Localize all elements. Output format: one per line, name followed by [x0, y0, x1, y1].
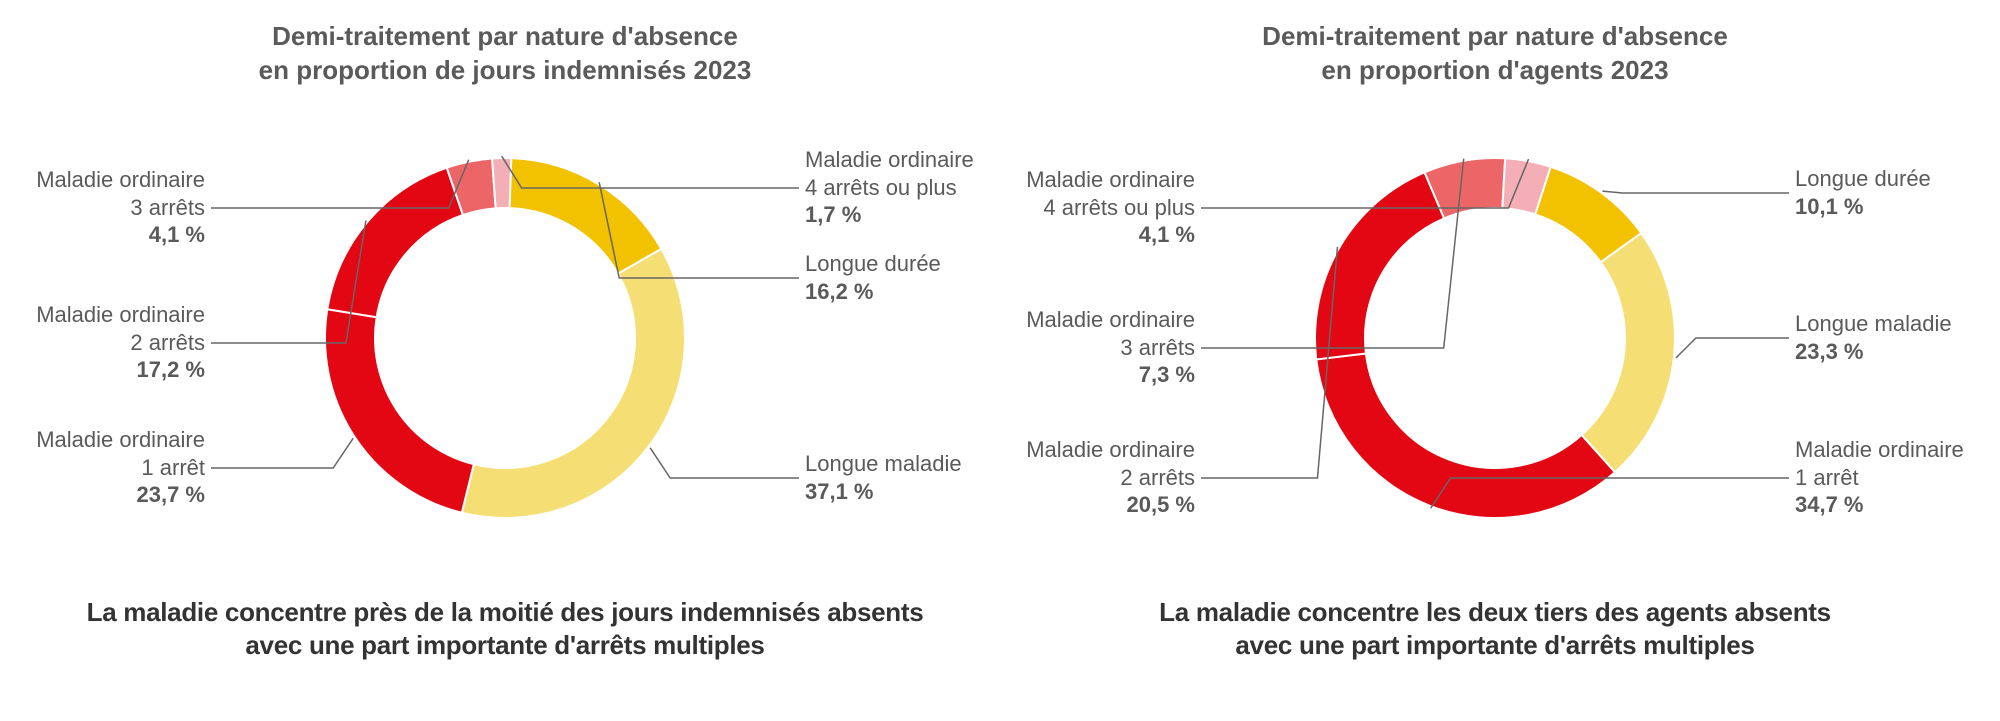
- slice-label-name: Maladie ordinaire: [1026, 306, 1195, 334]
- slice-label-name: 1 arrêt: [1795, 464, 1964, 492]
- slice-label-name: 4 arrêts ou plus: [1026, 194, 1195, 222]
- slice-label-name: Maladie ordinaire: [36, 426, 205, 454]
- slice-label-pct: 23,3 %: [1795, 338, 1952, 366]
- chart-title-left: Demi-traitement par nature d'absence en …: [259, 20, 752, 88]
- slice-label-name: Maladie ordinaire: [36, 301, 205, 329]
- slice-label-pct: 7,3 %: [1026, 361, 1195, 389]
- title-line1: Demi-traitement par nature d'absence: [272, 21, 738, 51]
- slice-label-name: 2 arrêts: [1026, 464, 1195, 492]
- chart-panel-left: Demi-traitement par nature d'absence en …: [25, 20, 985, 663]
- slice-label-name: Maladie ordinaire: [36, 166, 205, 194]
- slice-label-name: Maladie ordinaire: [805, 146, 974, 174]
- slice-label: Longue maladie37,1 %: [805, 450, 962, 505]
- chart-area-right: Longue durée10,1 % Longue maladie23,3 % Ma…: [1015, 98, 1975, 578]
- donut-slice: [492, 158, 511, 208]
- title-line1: Demi-traitement par nature d'absence: [1262, 21, 1728, 51]
- slice-label: Maladie ordinaire1 arrêt34,7 %: [1795, 436, 1964, 519]
- slice-label: Longue durée10,1 %: [1795, 165, 1931, 220]
- chart-title-right: Demi-traitement par nature d'absence en …: [1262, 20, 1728, 88]
- slice-label: Longue durée16,2 %: [805, 250, 941, 305]
- slice-label-name: Maladie ordinaire: [1026, 166, 1195, 194]
- slice-label-pct: 4,1 %: [36, 221, 205, 249]
- slice-label-name: Longue durée: [805, 250, 941, 278]
- caption-line1: La maladie concentre près de la moitié d…: [87, 597, 924, 627]
- slice-label: Maladie ordinaire3 arrêts4,1 %: [36, 166, 205, 249]
- chart-area-left: Longue durée16,2 % Longue maladie37,1 % Ma…: [25, 98, 985, 578]
- title-line2: en proportion d'agents 2023: [1321, 55, 1668, 85]
- slice-label: Maladie ordinaire4 arrêts ou plus1,7 %: [805, 146, 974, 229]
- caption-line2: avec une part importante d'arrêts multip…: [1235, 630, 1754, 660]
- donut-slice: [1582, 233, 1675, 472]
- donut-slice: [325, 309, 474, 513]
- slice-label-name: Maladie ordinaire: [1795, 436, 1964, 464]
- slice-label-pct: 10,1 %: [1795, 193, 1931, 221]
- caption-line2: avec une part importante d'arrêts multip…: [245, 630, 764, 660]
- donut-slice: [1316, 353, 1615, 518]
- slice-label-pct: 17,2 %: [36, 356, 205, 384]
- chart-caption-left: La maladie concentre près de la moitié d…: [87, 596, 924, 664]
- slice-label-name: Longue maladie: [805, 450, 962, 478]
- chart-panel-right: Demi-traitement par nature d'absence en …: [1015, 20, 1975, 663]
- slice-label-name: 1 arrêt: [36, 454, 205, 482]
- slice-label-pct: 16,2 %: [805, 278, 941, 306]
- slice-label: Longue maladie23,3 %: [1795, 310, 1952, 365]
- slice-label-pct: 1,7 %: [805, 201, 974, 229]
- slice-label-name: Longue maladie: [1795, 310, 1952, 338]
- slice-label-name: 3 arrêts: [1026, 334, 1195, 362]
- slice-label-name: 4 arrêts ou plus: [805, 174, 974, 202]
- donut-slice: [327, 167, 463, 317]
- slice-label-pct: 34,7 %: [1795, 491, 1964, 519]
- slice-label: Maladie ordinaire3 arrêts7,3 %: [1026, 306, 1195, 389]
- slice-label-name: Maladie ordinaire: [1026, 436, 1195, 464]
- caption-line1: La maladie concentre les deux tiers des …: [1159, 597, 1831, 627]
- slice-label-name: 3 arrêts: [36, 194, 205, 222]
- donut-slice: [462, 248, 685, 517]
- donut-slice: [1315, 172, 1444, 359]
- slice-label: Maladie ordinaire2 arrêts20,5 %: [1026, 436, 1195, 519]
- slice-label: Maladie ordinaire4 arrêts ou plus4,1 %: [1026, 166, 1195, 249]
- slice-label-pct: 20,5 %: [1026, 491, 1195, 519]
- slice-label-pct: 23,7 %: [36, 481, 205, 509]
- slice-label: Maladie ordinaire1 arrêt23,7 %: [36, 426, 205, 509]
- slice-label-name: 2 arrêts: [36, 329, 205, 357]
- slice-label-pct: 37,1 %: [805, 478, 962, 506]
- title-line2: en proportion de jours indemnisés 2023: [259, 55, 752, 85]
- slice-label-name: Longue durée: [1795, 165, 1931, 193]
- chart-caption-right: La maladie concentre les deux tiers des …: [1159, 596, 1831, 664]
- donut-slice: [510, 158, 662, 274]
- slice-label: Maladie ordinaire2 arrêts17,2 %: [36, 301, 205, 384]
- slice-label-pct: 4,1 %: [1026, 221, 1195, 249]
